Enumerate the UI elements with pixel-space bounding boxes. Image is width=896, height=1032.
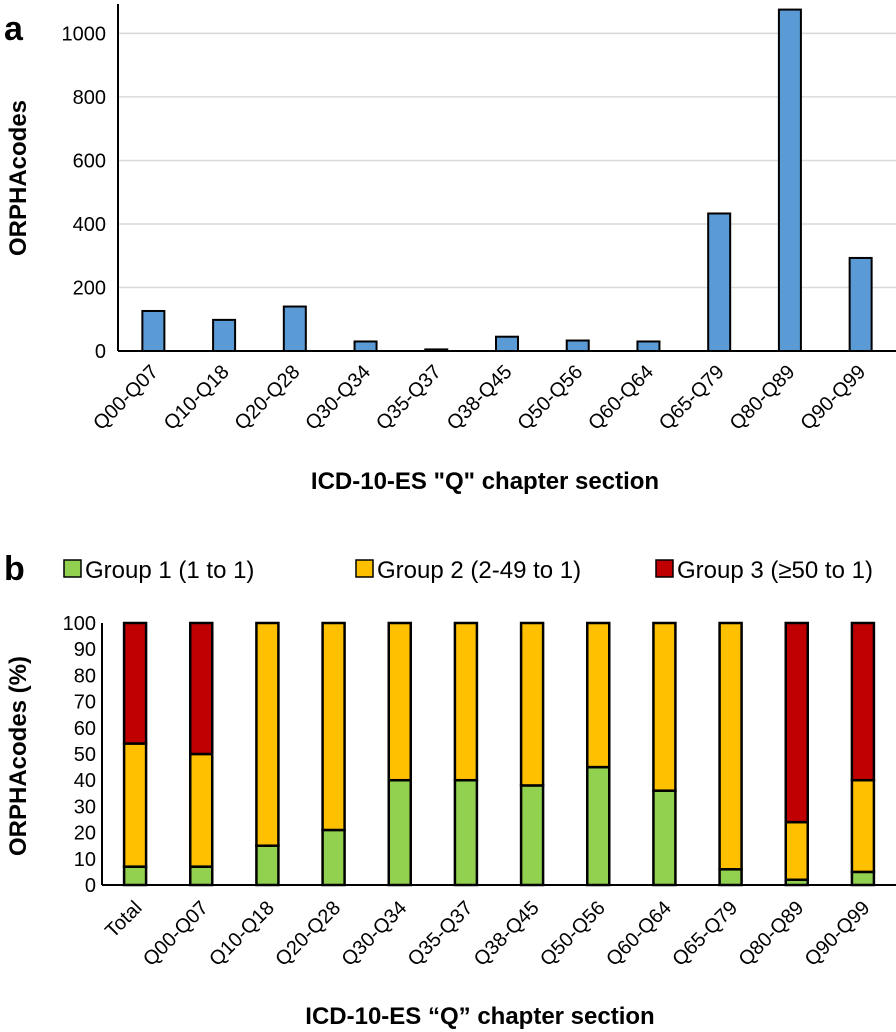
x-tick-label: Q50-Q56 xyxy=(536,897,610,971)
bar-q65-q79-group-1 xyxy=(718,868,743,887)
y-tick-label: 50 xyxy=(74,744,96,766)
bar-q10-q18-group-2 xyxy=(255,621,280,847)
bar-q65-q79-group-2 xyxy=(718,621,743,871)
y-tick-label: 20 xyxy=(74,823,96,845)
y-tick-label: 400 xyxy=(73,214,106,236)
panel-a-letter: a xyxy=(4,10,24,48)
legend-label-group-3: Group 3 (≥50 to 1) xyxy=(677,557,873,584)
legend-label-group-2: Group 2 (2-49 to 1) xyxy=(377,557,581,584)
y-tick-label: 90 xyxy=(74,639,96,661)
y-tick-label: 800 xyxy=(73,87,106,109)
x-tick-label: Q20-Q28 xyxy=(271,897,345,971)
bar-q20-q28-group-2 xyxy=(321,621,346,832)
bar-q60-q64-group-2 xyxy=(652,621,677,792)
x-tick-label: Q20-Q28 xyxy=(231,361,305,435)
bar-q90-q99-group-3 xyxy=(850,621,876,782)
y-tick-label: 10 xyxy=(74,849,96,871)
y-tick-label: 200 xyxy=(73,277,106,299)
x-tick-label: Q00-Q07 xyxy=(139,897,213,971)
panel-b-x-axis-title: ICD-10-ES “Q” chapter section xyxy=(305,1003,654,1030)
x-tick-label: Q00-Q07 xyxy=(89,361,163,435)
x-tick-label: Q80-Q89 xyxy=(735,897,809,971)
x-tick-label: Q10-Q18 xyxy=(160,361,234,435)
bar-q60-q64 xyxy=(636,340,661,353)
bar-q20-q28-group-1 xyxy=(321,828,346,887)
panel-a-y-axis-title: ORPHAcodes xyxy=(5,100,32,256)
x-tick-label: Q60-Q64 xyxy=(602,897,676,971)
y-tick-label: 0 xyxy=(95,341,106,363)
bar-q38-q45-group-1 xyxy=(519,784,545,887)
y-tick-label: 600 xyxy=(73,150,106,172)
x-tick-label: Q35-Q37 xyxy=(404,897,478,971)
y-tick-label: 30 xyxy=(74,796,96,818)
x-tick-label: Q30-Q34 xyxy=(301,361,375,435)
bar-q80-q89-group-3 xyxy=(784,621,809,824)
bar-q30-q34-group-2 xyxy=(387,621,412,782)
bar-q90-q99 xyxy=(848,256,873,352)
bar-q30-q34-group-1 xyxy=(387,778,412,887)
bar-q65-q79 xyxy=(707,212,732,352)
x-tick-label: Q90-Q99 xyxy=(801,897,875,971)
x-tick-label: Q38-Q45 xyxy=(470,897,544,971)
bar-q35-q37 xyxy=(424,348,449,353)
bar-q38-q45-group-2 xyxy=(519,621,545,787)
x-tick-label: Q65-Q79 xyxy=(655,361,729,435)
bar-q00-q07 xyxy=(141,309,166,353)
bar-q80-q89 xyxy=(777,8,802,353)
x-tick-label: Total xyxy=(101,897,146,942)
x-tick-label: Q50-Q56 xyxy=(514,361,588,435)
bar-q60-q64-group-1 xyxy=(652,789,677,887)
legend: Group 1 (1 to 1) Group 2 (2-49 to 1) Gro… xyxy=(63,557,873,584)
bar-q50-q56-group-2 xyxy=(586,621,611,769)
x-tick-label: Q60-Q64 xyxy=(584,361,658,435)
legend-swatch-group-1 xyxy=(63,559,82,578)
x-tick-label: Q38-Q45 xyxy=(443,361,517,435)
bar-total-group-3 xyxy=(122,621,148,745)
y-tick-label: 70 xyxy=(74,692,96,714)
x-tick-label: Q80-Q89 xyxy=(726,361,800,435)
bar-q00-q07-group-2 xyxy=(189,752,214,868)
bar-q20-q28 xyxy=(282,305,307,353)
panel-a-chart: a 0 200 400 600 800 1000 Q00-Q07Q10-Q18Q20-Q2… xyxy=(4,4,896,495)
legend-swatch-group-2 xyxy=(355,559,374,578)
x-tick-label: Q10-Q18 xyxy=(205,897,279,971)
bar-q10-q18 xyxy=(212,318,237,352)
bar-q30-q34 xyxy=(353,340,378,353)
y-tick-label: 1000 xyxy=(62,23,107,45)
bar-total-group-1 xyxy=(122,865,148,887)
bar-q50-q56 xyxy=(565,339,590,352)
y-tick-label: 100 xyxy=(63,613,96,635)
y-tick-label: 40 xyxy=(74,770,96,792)
panel-b-y-axis-title: ORPHAcodes (%) xyxy=(5,656,32,856)
x-tick-label: Q90-Q99 xyxy=(796,361,870,435)
bar-q90-q99-group-1 xyxy=(850,870,876,887)
bar-q80-q89-group-2 xyxy=(784,820,809,882)
legend-swatch-group-3 xyxy=(655,559,674,578)
bar-q00-q07-group-1 xyxy=(189,865,214,887)
bar-q38-q45 xyxy=(495,335,519,353)
bar-q00-q07-group-3 xyxy=(189,621,214,756)
panel-a-x-axis-title: ICD-10-ES "Q" chapter section xyxy=(311,468,659,495)
bar-q10-q18-group-1 xyxy=(255,844,280,887)
y-tick-label: 60 xyxy=(74,718,96,740)
x-tick-label: Q30-Q34 xyxy=(338,897,412,971)
bar-q35-q37-group-2 xyxy=(453,621,479,782)
y-tick-label: 80 xyxy=(74,665,96,687)
panel-b-chart: b Group 1 (1 to 1) Group 2 (2-49 to 1) G… xyxy=(4,550,896,1030)
x-tick-label: Q35-Q37 xyxy=(372,361,446,435)
panel-b-letter: b xyxy=(4,550,25,588)
bar-total-group-2 xyxy=(122,742,148,868)
legend-label-group-1: Group 1 (1 to 1) xyxy=(85,557,254,584)
bar-q50-q56-group-1 xyxy=(586,765,611,887)
y-tick-label: 0 xyxy=(85,875,96,897)
bar-q90-q99-group-2 xyxy=(850,778,876,874)
x-tick-label: Q65-Q79 xyxy=(668,897,742,971)
bar-q35-q37-group-1 xyxy=(453,778,479,887)
